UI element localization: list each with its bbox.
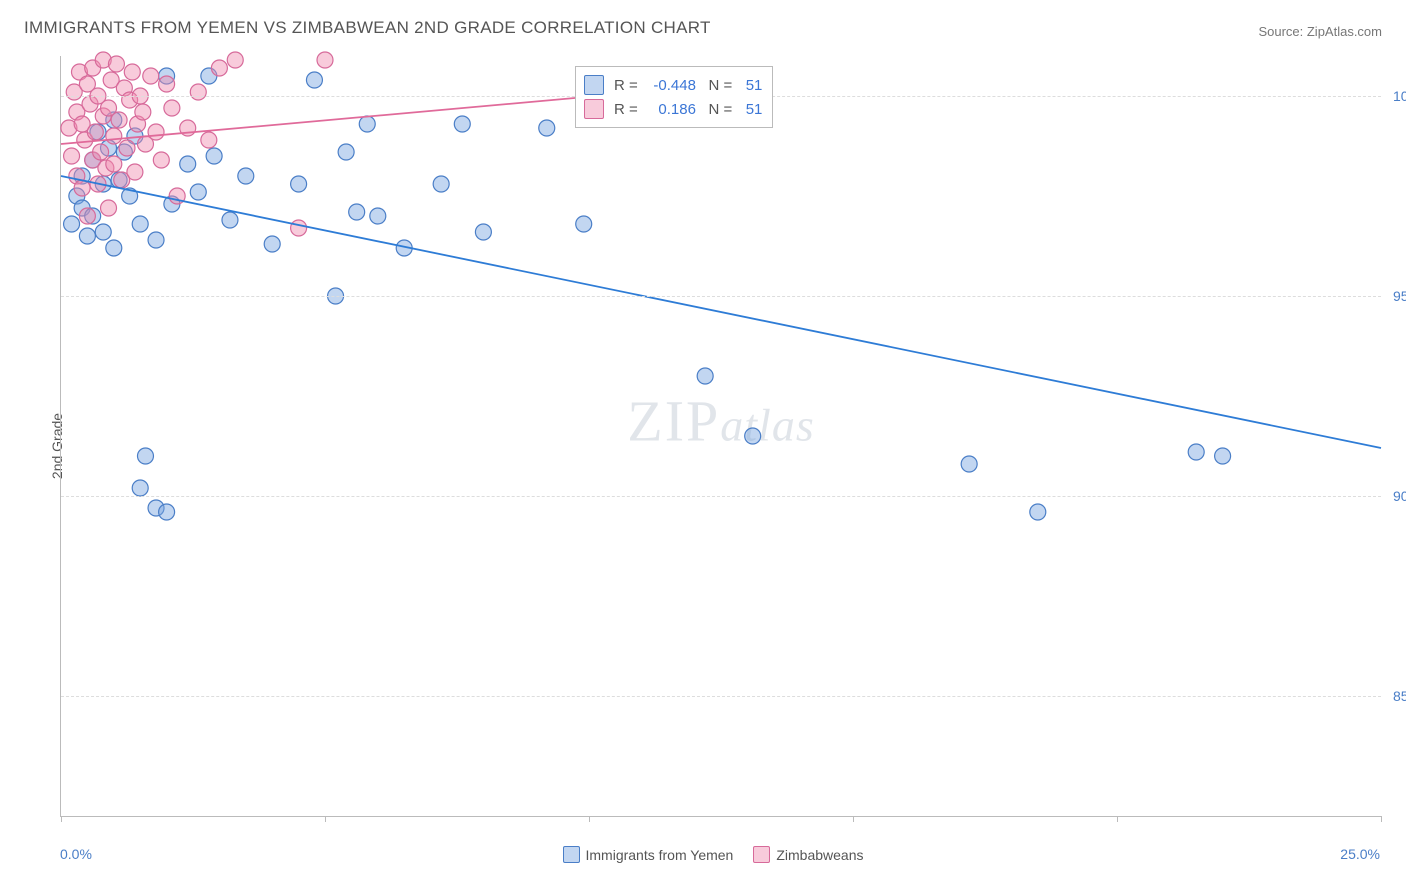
data-point (190, 184, 206, 200)
data-point (148, 124, 164, 140)
data-point (95, 224, 111, 240)
legend-swatch (584, 75, 604, 95)
data-point (306, 72, 322, 88)
data-point (227, 52, 243, 68)
data-point (317, 52, 333, 68)
data-point (475, 224, 491, 240)
data-point (164, 100, 180, 116)
source-attribution: Source: ZipAtlas.com (1258, 24, 1382, 39)
data-point (132, 216, 148, 232)
data-point (433, 176, 449, 192)
legend-row: R = -0.448 N = 51 (584, 73, 762, 97)
data-point (153, 152, 169, 168)
data-point (1030, 504, 1046, 520)
data-point (106, 240, 122, 256)
data-point (745, 428, 761, 444)
regression-line (61, 176, 1381, 448)
data-point (291, 220, 307, 236)
x-tick (853, 816, 854, 822)
data-point (119, 140, 135, 156)
data-point (79, 228, 95, 244)
legend-row: R = 0.186 N = 51 (584, 97, 762, 121)
data-point (1188, 444, 1204, 460)
data-point (132, 480, 148, 496)
gridline (61, 296, 1381, 297)
data-point (190, 84, 206, 100)
x-tick (325, 816, 326, 822)
data-point (124, 64, 140, 80)
data-point (64, 148, 80, 164)
legend-stats-text: R = 0.186 N = 51 (614, 101, 762, 118)
x-tick (589, 816, 590, 822)
series-name: Immigrants from Yemen (586, 847, 734, 863)
x-tick (1381, 816, 1382, 822)
chart-title: IMMIGRANTS FROM YEMEN VS ZIMBABWEAN 2ND … (24, 18, 711, 38)
data-point (101, 200, 117, 216)
data-point (127, 164, 143, 180)
gridline (61, 696, 1381, 697)
data-point (359, 116, 375, 132)
data-point (697, 368, 713, 384)
data-point (961, 456, 977, 472)
data-point (148, 232, 164, 248)
plot-area: ZIPatlas 85.0%90.0%95.0%100.0% (60, 56, 1381, 817)
y-tick-label: 100.0% (1385, 88, 1406, 104)
stats-legend: R = -0.448 N = 51 R = 0.186 N = 51 (575, 66, 773, 128)
data-point (206, 148, 222, 164)
data-point (159, 76, 175, 92)
data-point (349, 204, 365, 220)
data-point (111, 112, 127, 128)
data-point (180, 156, 196, 172)
data-point (539, 120, 555, 136)
gridline (61, 496, 1381, 497)
data-point (264, 236, 280, 252)
series-swatch (753, 846, 770, 863)
data-point (222, 212, 238, 228)
data-point (106, 156, 122, 172)
legend-stats-text: R = -0.448 N = 51 (614, 77, 762, 94)
data-point (87, 124, 103, 140)
source-prefix: Source: (1258, 24, 1306, 39)
data-point (291, 176, 307, 192)
y-tick-label: 95.0% (1385, 288, 1406, 304)
data-point (211, 60, 227, 76)
data-point (106, 128, 122, 144)
x-tick (1117, 816, 1118, 822)
data-point (576, 216, 592, 232)
data-point (135, 104, 151, 120)
data-point (1215, 448, 1231, 464)
source-link[interactable]: ZipAtlas.com (1307, 24, 1382, 39)
scatter-svg (61, 56, 1381, 816)
data-point (93, 144, 109, 160)
series-legend: Immigrants from Yemen Zimbabweans (0, 846, 1406, 863)
data-point (64, 216, 80, 232)
legend-swatch (584, 99, 604, 119)
data-point (159, 504, 175, 520)
data-point (143, 68, 159, 84)
data-point (108, 56, 124, 72)
data-point (79, 208, 95, 224)
data-point (338, 144, 354, 160)
y-tick-label: 85.0% (1385, 688, 1406, 704)
data-point (238, 168, 254, 184)
data-point (370, 208, 386, 224)
y-tick-label: 90.0% (1385, 488, 1406, 504)
data-point (201, 132, 217, 148)
series-name: Zimbabweans (776, 847, 863, 863)
data-point (454, 116, 470, 132)
data-point (137, 448, 153, 464)
series-swatch (563, 846, 580, 863)
x-tick (61, 816, 62, 822)
